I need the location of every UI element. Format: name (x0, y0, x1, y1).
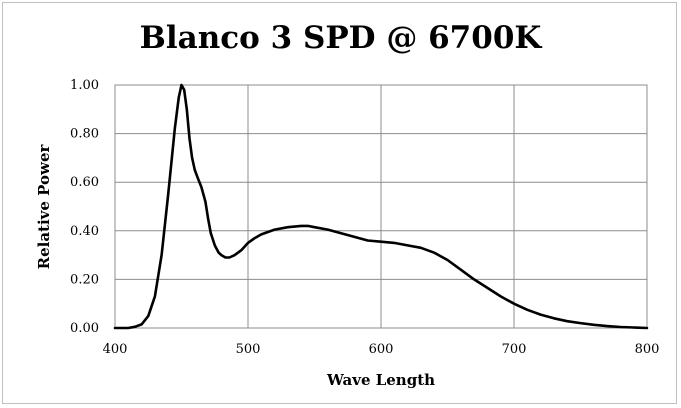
y-tick-label: 0.80 (70, 127, 99, 142)
x-tick-label: 600 (369, 342, 394, 357)
x-tick-label: 400 (103, 342, 128, 357)
x-tick-label: 700 (502, 342, 527, 357)
grid-layer (115, 85, 647, 328)
tick-layer: 0.00 0.20 0.40 0.60 0.80 1.00 400 500 600 700 800 (70, 78, 659, 357)
y-tick-label: 0.20 (70, 272, 99, 287)
y-axis-title: Relative Power (35, 144, 53, 270)
y-tick-label: 0.00 (70, 321, 99, 336)
y-tick-label: 0.40 (70, 224, 99, 239)
x-axis-title: Wave Length (326, 371, 435, 389)
x-tick-label: 800 (635, 342, 660, 357)
y-tick-label: 1.00 (70, 78, 99, 93)
x-tick-label: 500 (236, 342, 261, 357)
y-tick-label: 0.60 (70, 175, 99, 190)
